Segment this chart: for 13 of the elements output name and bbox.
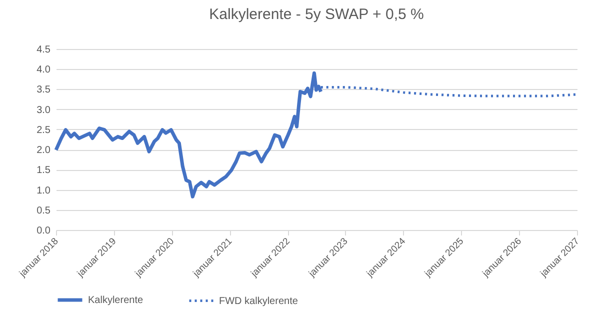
y-tick-label: 2.0	[36, 145, 51, 156]
y-tick-label: 0.0	[36, 226, 51, 236]
y-tick-label: 1.0	[36, 185, 51, 196]
y-tick-label: 2.5	[36, 124, 51, 136]
chart-title: Kalkylerente - 5y SWAP + 0,5 %	[209, 6, 424, 23]
legend-label: Kalkylerente	[88, 295, 144, 306]
y-tick-label: 1.5	[36, 165, 51, 176]
y-tick-label: 3.5	[36, 84, 51, 96]
y-tick-label: 4.0	[36, 64, 51, 76]
legend-label: FWD kalkylerente	[219, 296, 298, 307]
y-tick-label: 0.5	[36, 205, 51, 216]
y-tick-label: 4.5	[36, 44, 51, 56]
y-tick-label: 3.0	[36, 104, 51, 116]
